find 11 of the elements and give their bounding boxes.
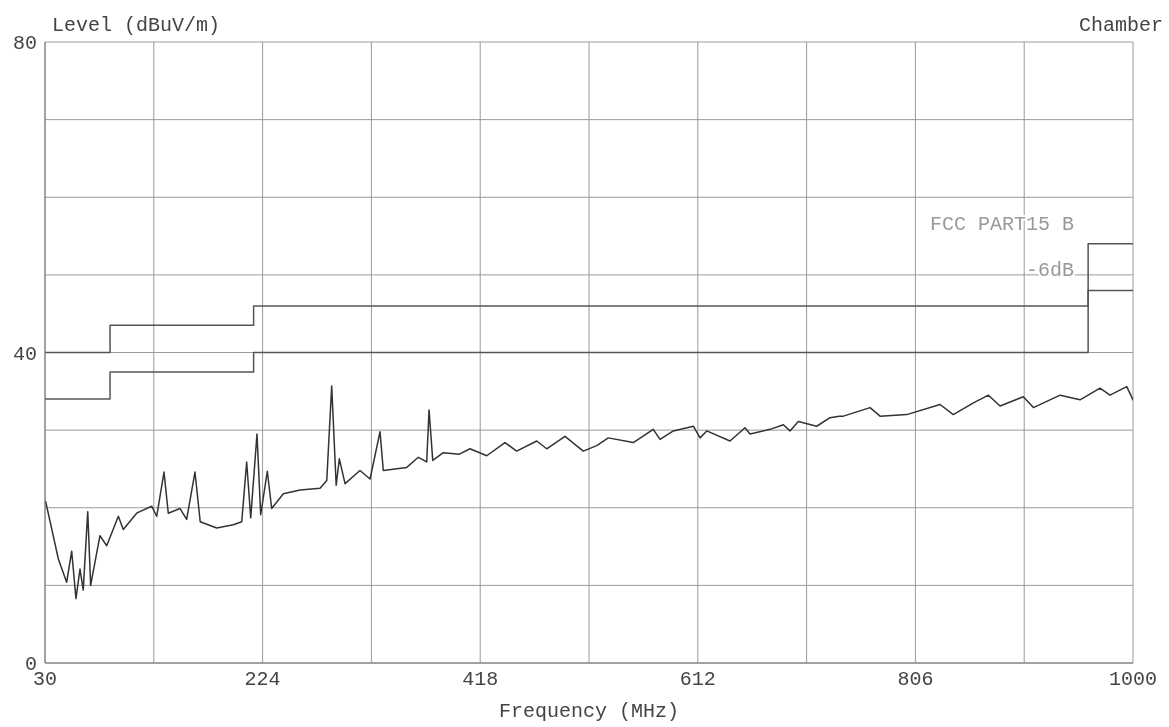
x-tick-label: 612 <box>679 668 716 692</box>
y-axis-title: Level (dBuV/m) <box>52 14 221 37</box>
x-tick-label: 224 <box>244 668 281 692</box>
x-axis-title: Frequency (MHz) <box>498 700 680 723</box>
y-tick-label: 40 <box>12 342 37 366</box>
line-series <box>45 385 1133 600</box>
x-tick-label: 418 <box>462 668 499 692</box>
x-tick-label: 1000 <box>1108 668 1158 692</box>
y-tick-label: 80 <box>12 32 37 56</box>
text: Chamber <box>1078 14 1163 37</box>
x-tick-label: 806 <box>897 668 934 692</box>
